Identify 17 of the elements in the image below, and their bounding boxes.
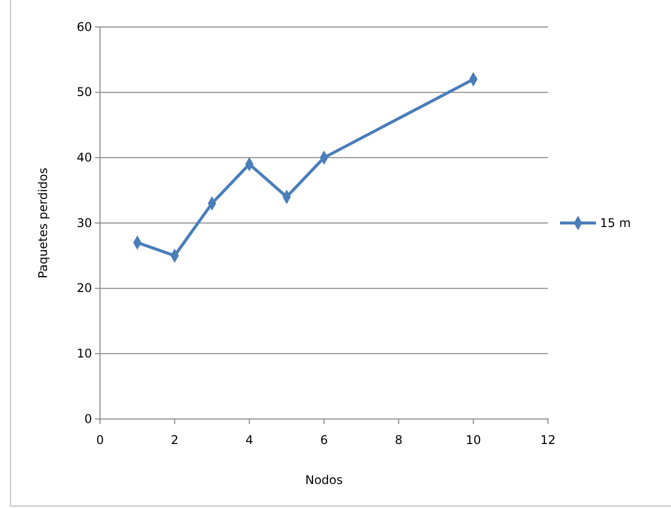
x-tick-label: 0 bbox=[96, 432, 104, 447]
x-tick-label: 10 bbox=[466, 432, 481, 447]
y-tick-label: 30 bbox=[76, 216, 92, 230]
y-tick-label: 20 bbox=[76, 281, 92, 296]
x-tick-label: 6 bbox=[320, 432, 328, 447]
x-tick-label: 12 bbox=[540, 432, 556, 447]
y-tick-label: 10 bbox=[76, 346, 92, 361]
x-tick-label: 2 bbox=[170, 432, 178, 447]
y-axis-title: Paquetes perdidos bbox=[36, 168, 50, 278]
y-tick-label: 60 bbox=[76, 20, 92, 34]
x-axis-title: Nodos bbox=[305, 473, 343, 487]
y-tick-label: 0 bbox=[84, 412, 92, 426]
x-tick-label: 8 bbox=[394, 432, 402, 447]
y-tick-label: 40 bbox=[76, 150, 92, 165]
y-tick-label: 50 bbox=[76, 85, 92, 100]
legend-label: 15 m bbox=[600, 216, 631, 230]
x-tick-label: 4 bbox=[246, 432, 254, 447]
